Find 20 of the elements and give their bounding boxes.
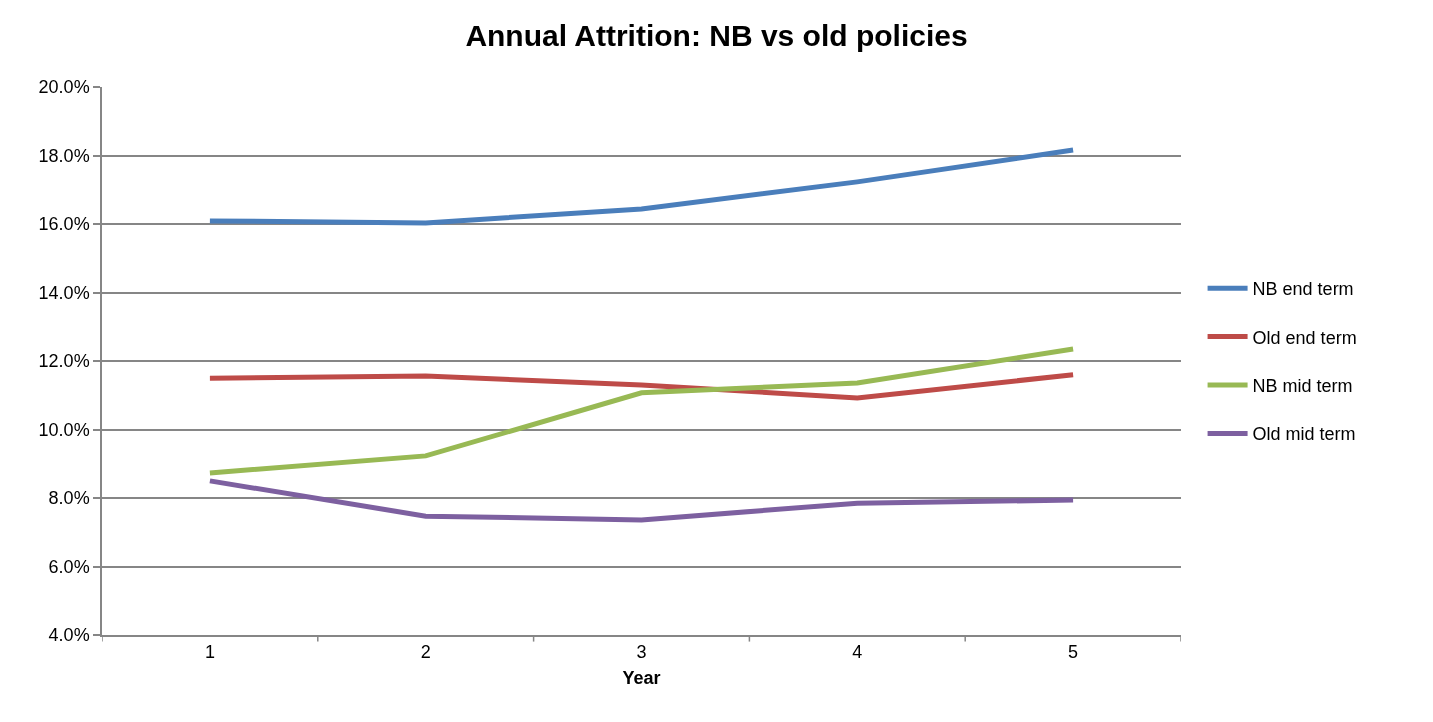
x-tick-label: 2 (420, 642, 431, 663)
legend-label: NB mid term (1252, 376, 1353, 397)
x-tick-label: 1 (204, 642, 215, 663)
y-tick-label: 12.0% (38, 351, 90, 372)
legend-label: Old end term (1252, 327, 1357, 348)
y-tick-label: 4.0% (48, 625, 90, 646)
y-tick-label: 14.0% (38, 282, 90, 303)
x-tick-label: 4 (852, 642, 863, 663)
legend-label: Old mid term (1252, 424, 1356, 445)
chart-title: Annual Attrition: NB vs old policies (465, 19, 968, 53)
y-tick-label: 6.0% (48, 556, 90, 577)
y-tick-label: 16.0% (38, 214, 90, 235)
x-tick-label: 5 (1068, 642, 1079, 663)
y-tick-label: 8.0% (48, 488, 90, 509)
y-tick-label: 18.0% (38, 145, 90, 166)
x-tick-label: 3 (636, 642, 647, 663)
y-tick-label: 20.0% (38, 77, 90, 98)
x-axis-title: Year (622, 667, 661, 688)
y-tick-label: 10.0% (38, 419, 90, 440)
legend-label: NB end term (1252, 279, 1354, 300)
